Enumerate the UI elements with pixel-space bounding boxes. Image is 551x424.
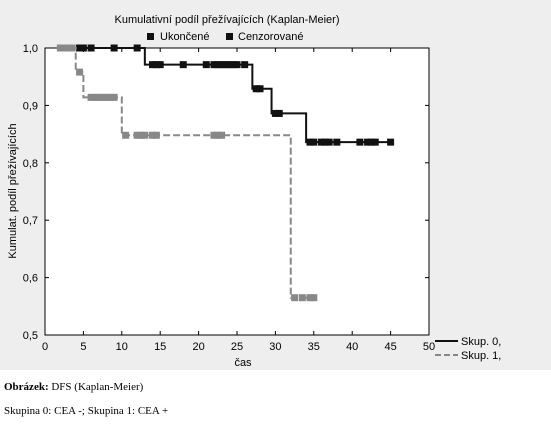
censored-marker (325, 138, 333, 146)
censored-marker (333, 138, 341, 146)
legend-label-skup-0: Skup. 0, (461, 336, 501, 348)
censored-marker (364, 138, 372, 146)
censored-marker (241, 61, 249, 69)
censored-marker (87, 44, 95, 52)
x-tick-label: 0 (42, 341, 48, 353)
x-tick-label: 30 (269, 341, 281, 353)
x-tick-label: 40 (346, 341, 358, 353)
censored-marker (102, 93, 110, 101)
censored-marker (275, 109, 283, 117)
censored-marker (64, 44, 72, 52)
censored-marker (60, 44, 68, 52)
y-axis-label: Kumulat. podíl přežívajících (7, 123, 19, 258)
censored-marker (56, 44, 64, 52)
censored-marker (68, 44, 76, 52)
censored-marker (367, 138, 375, 146)
censored-marker (156, 61, 164, 69)
legend-label-skup-1: Skup. 1, (461, 350, 501, 362)
censored-marker (233, 61, 241, 69)
censored-marker (76, 44, 84, 52)
censored-marker (298, 294, 306, 302)
censored-marker (202, 61, 210, 69)
kaplan-meier-chart: 0 5 10 15 20 25 30 35 40 45 50 0,5 0,6 0,7 0,8 0,9 1,0 K… (7, 14, 501, 369)
x-tick-label: 10 (116, 341, 128, 353)
caption-groups: Skupina 0: CEA -; Skupina 1: CEA + (4, 405, 169, 417)
censored-marker (79, 44, 87, 52)
censored-marker (252, 85, 260, 93)
censored-marker (214, 131, 222, 139)
y-tick-label: 0,9 (23, 100, 38, 112)
censored-marker (310, 294, 318, 302)
censored-marker (317, 138, 325, 146)
y-tick-label: 0,8 (23, 158, 38, 170)
censored-marker (87, 93, 95, 101)
x-tick-label: 45 (384, 341, 396, 353)
x-tick-label: 15 (154, 341, 166, 353)
censored-marker (321, 138, 329, 146)
y-tick-label: 0,7 (23, 215, 38, 227)
censored-marker (122, 131, 130, 139)
censored-marker (149, 61, 157, 69)
censored-marker (218, 131, 226, 139)
caption-text: DFS (Kaplan-Meier) (51, 381, 144, 393)
caption-label: Obrázek: (4, 381, 49, 393)
censored-marker (229, 61, 237, 69)
censored-marker (310, 138, 318, 146)
censored-marker (371, 138, 379, 146)
censored-marker (210, 61, 218, 69)
y-tick-label: 1,0 (23, 43, 38, 55)
plot-area (44, 47, 430, 336)
x-axis-label: čas (234, 357, 252, 369)
censored-marker (271, 109, 279, 117)
censored-marker (149, 131, 157, 139)
censored-marker (110, 44, 118, 52)
legend-marker-cenzorovane (226, 33, 233, 40)
legend-label-ukoncene: Ukončené (160, 31, 210, 43)
x-tick-label: 35 (308, 341, 320, 353)
censored-marker (210, 131, 218, 139)
censored-marker (133, 44, 141, 52)
marker-legend: Ukončené Cenzorované (147, 31, 303, 43)
censored-marker (152, 131, 160, 139)
x-tick-label: 5 (80, 341, 86, 353)
censored-marker (76, 68, 84, 76)
censored-marker (91, 93, 99, 101)
censored-marker (99, 93, 107, 101)
chart-title: Kumulativní podíl přežívajících (Kaplan-… (115, 14, 340, 26)
censored-marker (141, 131, 149, 139)
y-tick-label: 0,5 (23, 330, 38, 342)
chart-figure: 0 5 10 15 20 25 30 35 40 45 50 0,5 0,6 0,7 0,8 0,9 1,0 K… (0, 0, 551, 370)
x-tick-label: 20 (192, 341, 204, 353)
censored-marker (291, 294, 299, 302)
censored-marker (110, 93, 118, 101)
x-tick-label: 25 (231, 341, 243, 353)
x-tick-label: 50 (423, 341, 435, 353)
censored-marker (133, 131, 141, 139)
censored-marker (179, 61, 187, 69)
censored-marker (152, 61, 160, 69)
censored-marker (218, 61, 226, 69)
figure-caption: Obrázek: DFS (Kaplan-Meier) (4, 381, 143, 393)
censored-marker (225, 61, 233, 69)
censored-marker (306, 294, 314, 302)
censored-marker (356, 138, 364, 146)
censored-marker (306, 138, 314, 146)
legend-marker-ukoncene (147, 33, 154, 40)
censored-marker (214, 61, 222, 69)
censored-marker (106, 93, 114, 101)
y-tick-label: 0,6 (23, 273, 38, 285)
censored-marker (256, 85, 264, 93)
censored-marker (95, 93, 103, 101)
series-legend: Skup. 0, Skup. 1, (435, 336, 501, 362)
censored-marker (137, 131, 145, 139)
censored-marker (387, 138, 395, 146)
censored-marker (221, 61, 229, 69)
legend-label-cenzorovane: Cenzorované (238, 31, 303, 43)
